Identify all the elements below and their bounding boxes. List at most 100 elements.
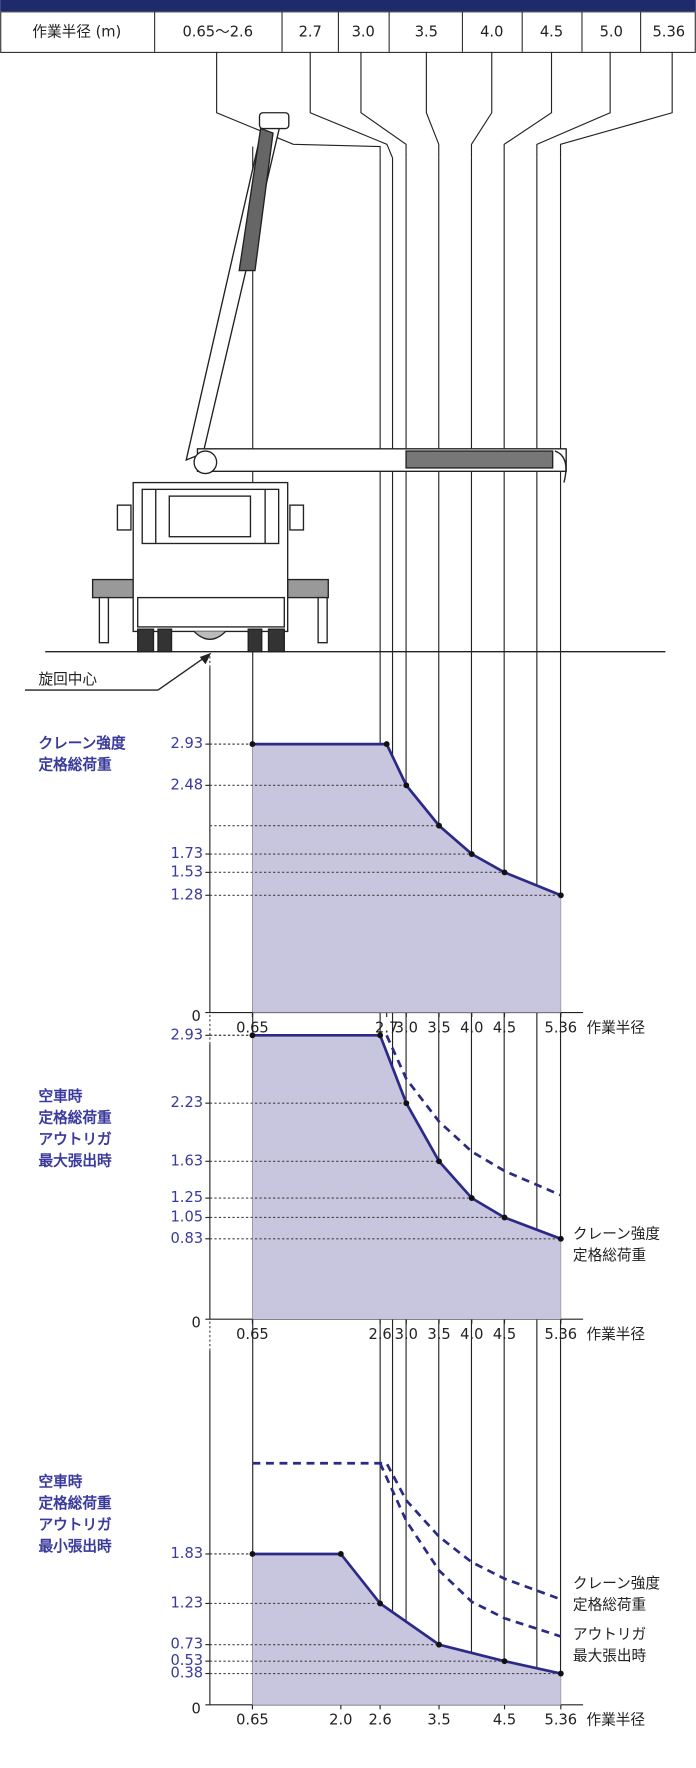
y-tick-label: 2.23 bbox=[171, 1094, 204, 1111]
y-tick-label: 2.48 bbox=[171, 776, 204, 793]
point bbox=[557, 1670, 564, 1677]
y-tick-label: 1.23 bbox=[171, 1594, 204, 1611]
y-tick-label: 1.28 bbox=[171, 886, 204, 903]
series-line bbox=[378, 1462, 562, 1638]
point bbox=[557, 1235, 564, 1242]
header-cell: 4.5 bbox=[540, 24, 563, 41]
y-tick-label: 0.38 bbox=[171, 1665, 204, 1682]
x-tick-label: 0.65 bbox=[236, 1019, 269, 1036]
area bbox=[252, 1553, 561, 1705]
series-line bbox=[252, 1552, 562, 1675]
chart-title: 空車時 bbox=[38, 1087, 82, 1105]
point bbox=[249, 1551, 256, 1557]
chart-title: 空車時 bbox=[38, 1473, 82, 1491]
point bbox=[403, 1100, 410, 1107]
crane-drawing bbox=[24, 112, 666, 691]
area bbox=[252, 744, 561, 1013]
area bbox=[252, 1035, 561, 1320]
y-tick-label: 0.83 bbox=[171, 1230, 204, 1247]
legend-label: 定格総荷重 bbox=[573, 1597, 646, 1614]
point bbox=[249, 741, 256, 748]
y-tick-label: 2.93 bbox=[171, 735, 204, 752]
header-cell: 2.7 bbox=[299, 24, 322, 41]
x-tick-label: 3.5 bbox=[427, 1019, 450, 1036]
x-tick-label: 5.36 bbox=[545, 1712, 578, 1729]
legend-label: 最大張出時 bbox=[573, 1647, 647, 1664]
point bbox=[436, 1158, 442, 1165]
header-cell: 4.0 bbox=[480, 24, 503, 41]
y-tick-label: 1.63 bbox=[171, 1152, 204, 1169]
point bbox=[249, 1032, 256, 1039]
point bbox=[383, 741, 390, 748]
y-tick-label: 0.73 bbox=[171, 1636, 204, 1653]
point bbox=[403, 782, 410, 789]
chart-title: アウトリガ bbox=[38, 1517, 112, 1534]
point bbox=[436, 1641, 442, 1648]
series-line bbox=[252, 1461, 562, 1601]
x-tick-label: 2.7 bbox=[375, 1019, 398, 1036]
y-tick-label: 0 bbox=[192, 1008, 201, 1025]
header-grid bbox=[0, 11, 696, 53]
top-band bbox=[0, 0, 696, 12]
point bbox=[501, 1214, 508, 1221]
chart-title: 最大張出時 bbox=[38, 1151, 112, 1169]
point bbox=[337, 1551, 344, 1557]
legend-label: クレーン強度 bbox=[573, 1226, 660, 1243]
chart-title: 定格総荷重 bbox=[38, 756, 112, 774]
x-tick-label: 3.0 bbox=[395, 1019, 418, 1036]
legend-label: 定格総荷重 bbox=[573, 1247, 646, 1264]
x-tick-label: 4.5 bbox=[493, 1712, 516, 1729]
series-line bbox=[385, 1034, 562, 1197]
x-axis-label: 作業半径 bbox=[586, 1019, 645, 1036]
x-tick-label: 5.36 bbox=[545, 1019, 578, 1036]
point bbox=[501, 1658, 508, 1665]
header-cell: 3.0 bbox=[352, 24, 375, 41]
x-tick-label: 0.65 bbox=[236, 1712, 269, 1729]
annotation: 旋回中心 bbox=[38, 671, 97, 688]
y-tick-label: 1.25 bbox=[171, 1189, 204, 1206]
chart-title: アウトリガ bbox=[38, 1131, 112, 1148]
x-tick-label: 5.36 bbox=[545, 1326, 578, 1343]
point bbox=[468, 851, 475, 857]
header-cell: 5.0 bbox=[600, 24, 623, 41]
header-cell: 3.5 bbox=[415, 24, 438, 41]
chart-title: クレーン強度 bbox=[38, 734, 125, 752]
x-tick-label: 3.5 bbox=[427, 1326, 450, 1343]
y-tick-label: 0.53 bbox=[171, 1652, 204, 1669]
header-cell: 5.36 bbox=[652, 24, 685, 41]
point bbox=[557, 892, 564, 899]
x-axis-label: 作業半径 bbox=[586, 1326, 645, 1343]
x-tick-label: 4.5 bbox=[493, 1019, 516, 1036]
point bbox=[377, 1600, 384, 1607]
x-tick-label: 2.6 bbox=[368, 1712, 391, 1729]
header-cell: 0.65〜2.6 bbox=[183, 24, 254, 41]
legend-label: アウトリガ bbox=[573, 1626, 646, 1643]
x-axis-label: 作業半径 bbox=[586, 1712, 645, 1729]
y-tick-label: 1.83 bbox=[171, 1545, 204, 1562]
x-tick-label: 2.0 bbox=[329, 1712, 352, 1729]
header-cell: 作業半径 (m) bbox=[32, 24, 121, 41]
chart-title: 最小張出時 bbox=[38, 1537, 112, 1555]
y-tick-label: 2.93 bbox=[171, 1026, 204, 1043]
radius-brackets bbox=[216, 51, 673, 159]
y-tick-label: 0 bbox=[192, 1315, 201, 1332]
chart-title: 定格総荷重 bbox=[38, 1494, 112, 1512]
y-tick-label: 1.53 bbox=[171, 863, 204, 880]
y-tick-label: 0 bbox=[192, 1700, 201, 1717]
y-tick-label: 1.05 bbox=[171, 1208, 204, 1225]
point bbox=[468, 1195, 475, 1202]
point bbox=[377, 1032, 384, 1039]
point bbox=[501, 869, 508, 876]
chart-title: 定格総荷重 bbox=[38, 1109, 112, 1127]
legend-label: クレーン強度 bbox=[573, 1575, 660, 1592]
x-tick-label: 0.65 bbox=[236, 1326, 269, 1343]
y-tick-label: 1.73 bbox=[171, 845, 204, 862]
x-tick-label: 4.0 bbox=[460, 1326, 483, 1343]
x-tick-label: 3.5 bbox=[427, 1712, 450, 1729]
x-tick-label: 4.5 bbox=[493, 1326, 516, 1343]
point bbox=[436, 822, 442, 829]
x-tick-label: 4.0 bbox=[460, 1019, 483, 1036]
x-tick-label: 3.0 bbox=[395, 1326, 418, 1343]
